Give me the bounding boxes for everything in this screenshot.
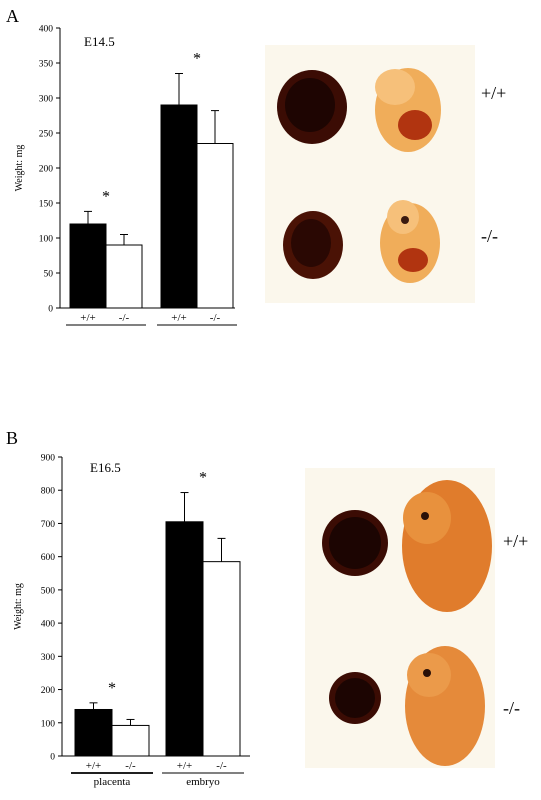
stage-label: E16.5 xyxy=(90,460,121,475)
placenta-knockout-core xyxy=(335,678,375,718)
bar-placenta-wildtype xyxy=(74,708,113,757)
genotype-label-wildtype: +/+ xyxy=(503,531,528,551)
genotype-tick-label: -/- xyxy=(210,312,221,324)
y-tick-label: 100 xyxy=(41,719,56,729)
bar-embryo-knockout xyxy=(202,561,241,757)
y-tick-label: 600 xyxy=(41,553,56,563)
genotype-label-wildtype: +/+ xyxy=(481,83,506,103)
genotype-tick-label: -/- xyxy=(119,312,130,324)
genotype-tick-label: +/+ xyxy=(86,760,101,772)
embryo-wildtype-liver xyxy=(398,110,432,140)
bar-placenta-knockout xyxy=(111,724,150,757)
significance-marker: * xyxy=(102,188,110,205)
embryo-wildtype-head xyxy=(375,69,415,105)
panel-a: A E14.5 0 50 100 150 200 250 300 350 400 Weight: … xyxy=(0,0,541,330)
significance-marker: * xyxy=(108,680,116,697)
y-tick-label: 900 xyxy=(41,454,56,464)
y-tick-label: 500 xyxy=(41,586,56,596)
bar-embryo-wildtype xyxy=(160,104,198,309)
panel-b: B E16.5 0 100 200 300 400 500 600 700 800 900 Weig… xyxy=(0,420,541,800)
y-tick-label: 200 xyxy=(41,686,56,696)
y-axis-label: Weight: mg xyxy=(13,583,24,630)
y-tick-label: 100 xyxy=(39,235,54,245)
placenta-wildtype-core xyxy=(285,78,335,132)
y-tick-label: 300 xyxy=(39,95,54,105)
genotype-tick-label: +/+ xyxy=(177,760,192,772)
group-label-placenta: placenta xyxy=(88,328,125,330)
bar-embryo-wildtype xyxy=(165,521,204,757)
embryo-photo-e16-5: +/+ -/- xyxy=(305,468,528,768)
genotype-tick-label: -/- xyxy=(216,760,227,772)
y-tick-label: 200 xyxy=(39,165,54,175)
bar-chart-e14-5: E14.5 0 50 100 150 200 250 300 350 400 Weight: mg… xyxy=(14,25,237,330)
bar-placenta-knockout xyxy=(105,244,143,309)
placenta-knockout-core xyxy=(291,219,331,267)
y-tick-label: 700 xyxy=(41,520,56,530)
embryo-knockout-liver xyxy=(398,248,428,272)
group-label-embryo: embryo xyxy=(180,328,214,330)
stage-label: E14.5 xyxy=(84,34,115,49)
placenta-wildtype-core xyxy=(329,517,381,569)
y-tick-label: 400 xyxy=(39,25,54,35)
panel-letter: A xyxy=(6,6,19,26)
y-tick-label: 150 xyxy=(39,200,54,210)
y-tick-label: 50 xyxy=(44,270,54,280)
embryo-wildtype-eye xyxy=(421,512,429,520)
embryo-knockout-eye xyxy=(423,669,431,677)
embryo-knockout-eye xyxy=(401,216,409,224)
panel-letter: B xyxy=(6,428,19,448)
y-tick-label: 0 xyxy=(50,753,55,763)
genotype-tick-label: +/+ xyxy=(171,312,186,324)
group-label-placenta: placenta xyxy=(94,776,131,788)
y-tick-label: 250 xyxy=(39,130,54,140)
genotype-label-knockout: -/- xyxy=(481,226,498,246)
bar-placenta-wildtype xyxy=(69,223,107,309)
y-tick-label: 300 xyxy=(41,653,56,663)
embryo-photo-e14-5: +/+ -/- xyxy=(265,45,506,303)
y-tick-label: 0 xyxy=(48,305,53,315)
significance-marker: * xyxy=(193,51,201,68)
genotype-tick-label: +/+ xyxy=(80,312,95,324)
bar-chart-e16-5: E16.5 0 100 200 300 400 500 600 700 800 900 Weight… xyxy=(13,454,250,788)
group-label-embryo: embryo xyxy=(186,776,220,788)
genotype-label-knockout: -/- xyxy=(503,698,520,718)
y-tick-label: 800 xyxy=(41,487,56,497)
bar-embryo-knockout xyxy=(196,143,234,309)
y-axis-label: Weight: mg xyxy=(14,145,25,192)
y-tick-label: 350 xyxy=(39,60,54,70)
significance-marker: * xyxy=(199,470,207,487)
genotype-tick-label: -/- xyxy=(125,760,136,772)
y-tick-label: 400 xyxy=(41,620,56,630)
